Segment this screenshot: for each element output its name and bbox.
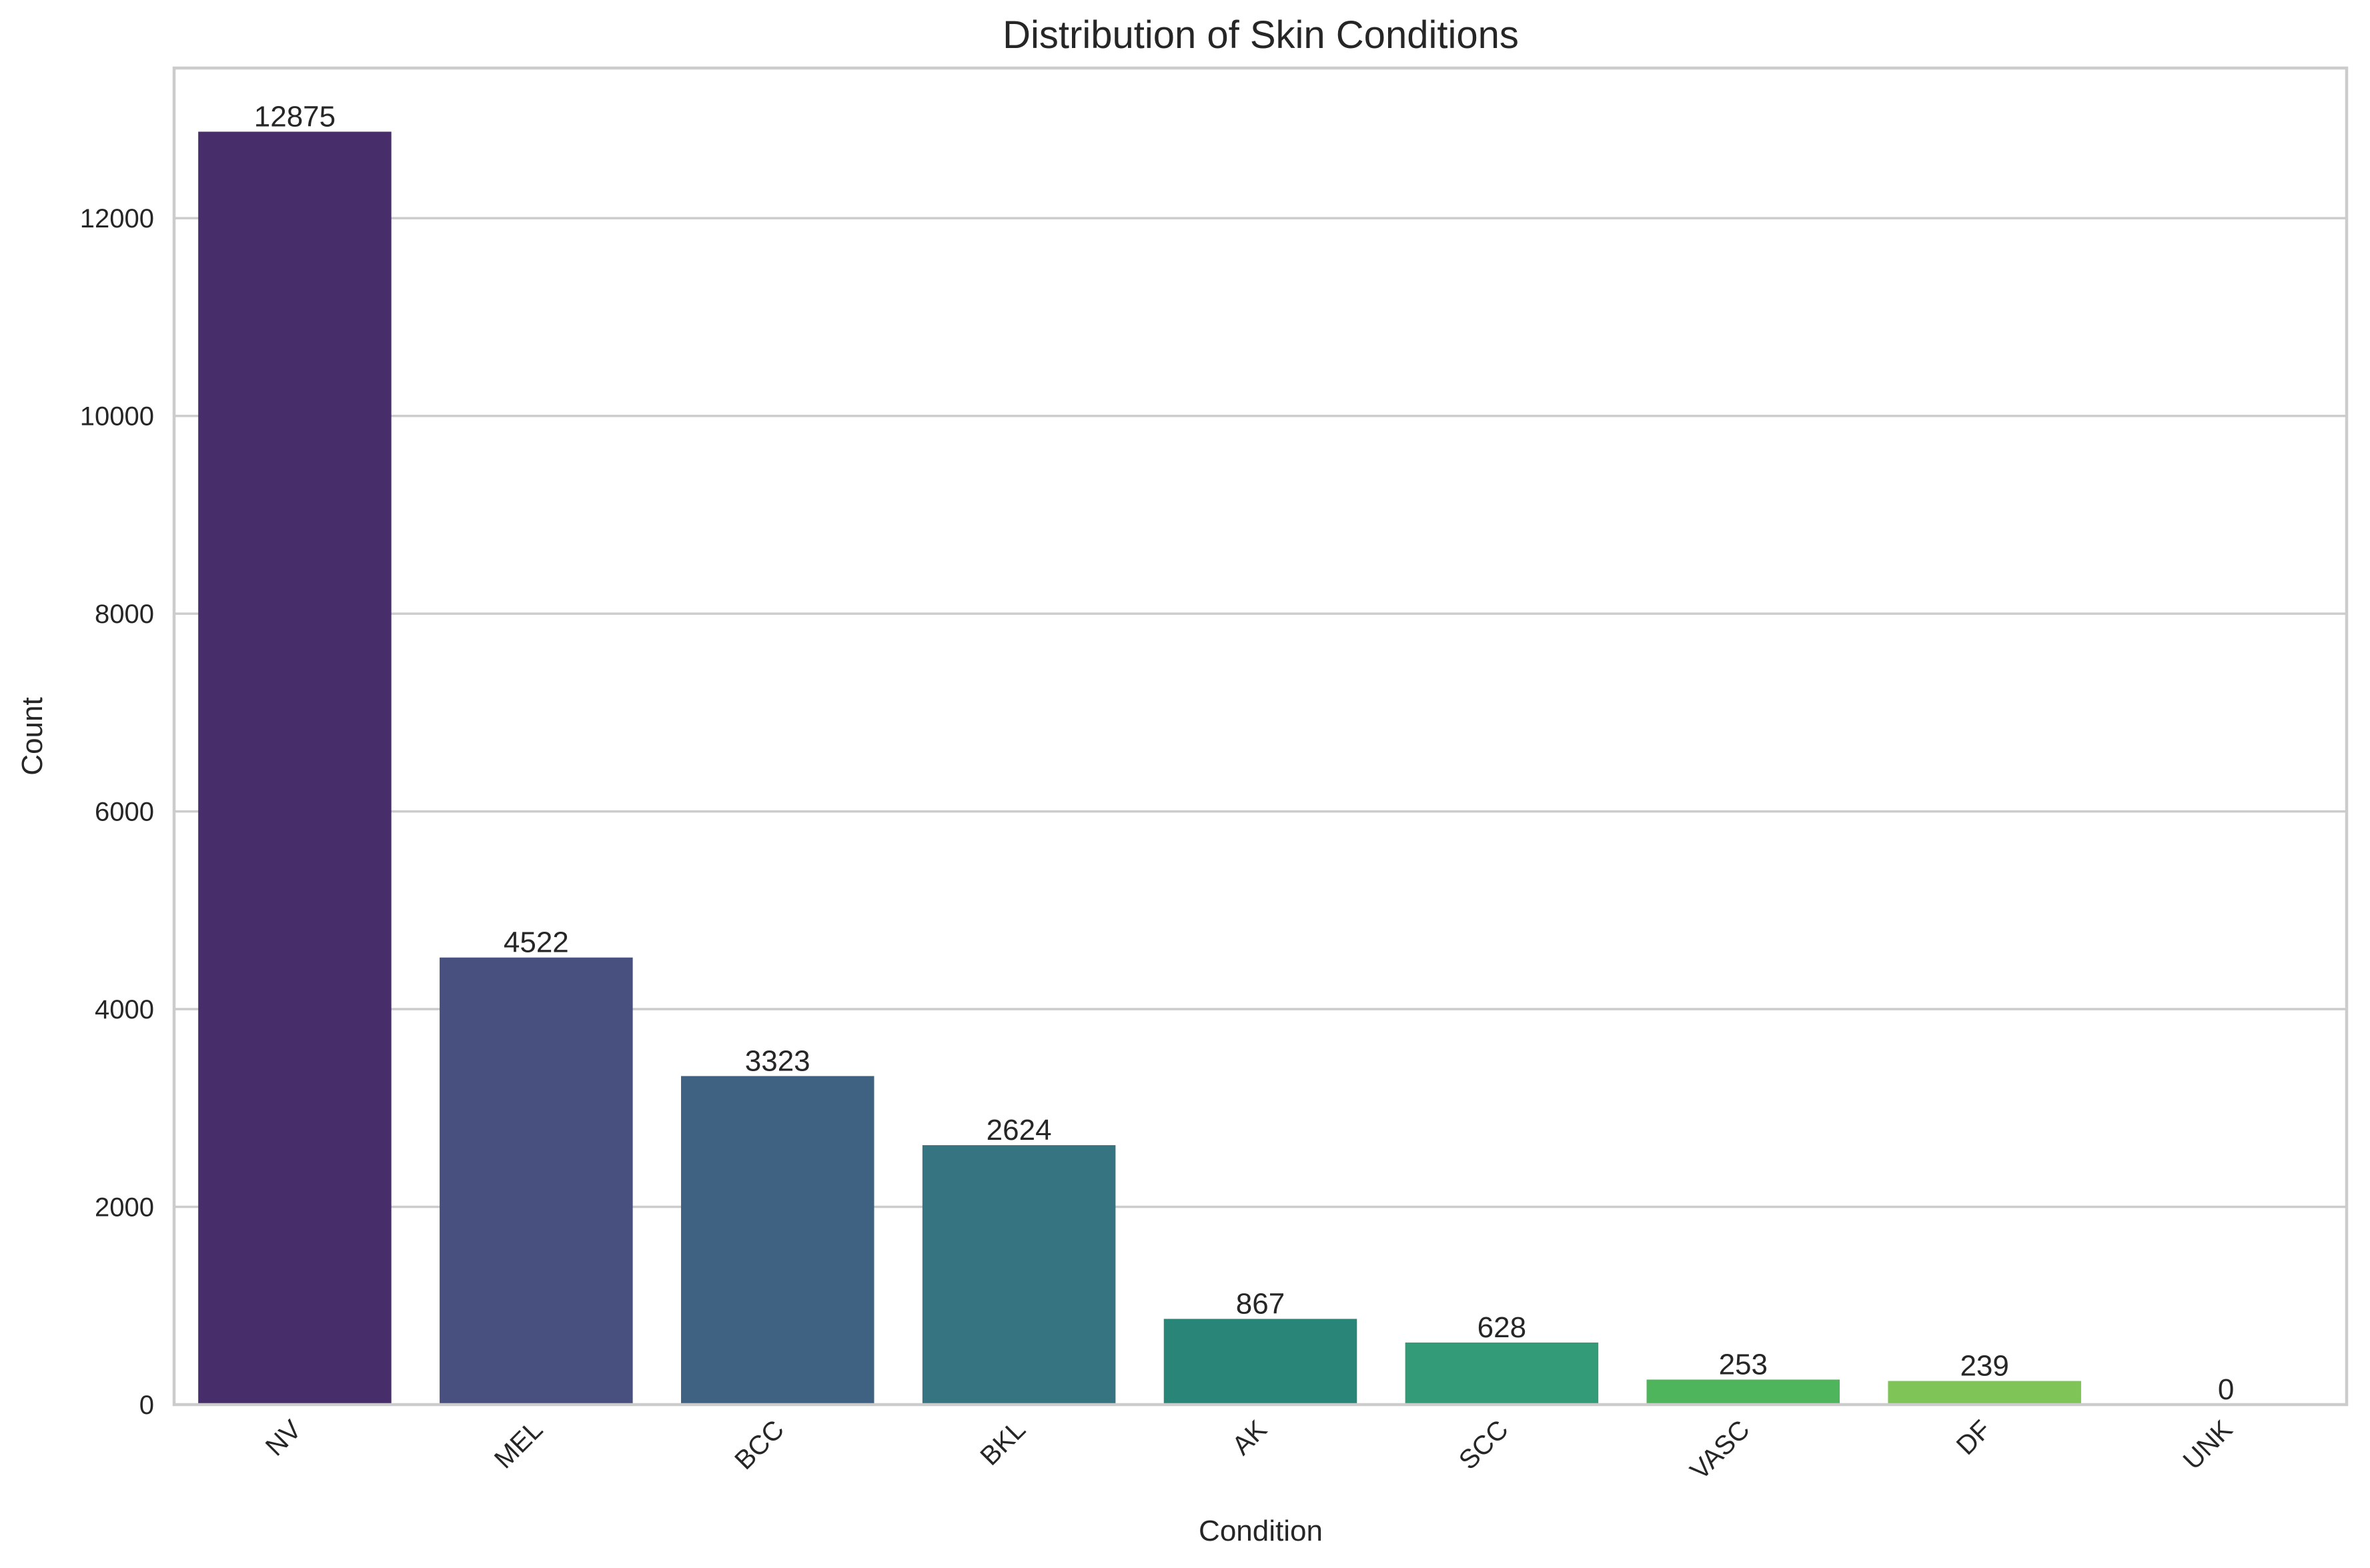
bar <box>1405 1342 1599 1405</box>
x-tick-labels: NV MEL BCC BKL AK SCC VASC DF UNK <box>260 1415 2239 1485</box>
plot-frame <box>172 66 2349 1407</box>
bar-value-label: 239 <box>1960 1350 2008 1383</box>
y-tick-label: 12000 <box>80 204 154 233</box>
y-tick-label: 8000 <box>95 600 154 629</box>
x-tick-label: BKL <box>975 1415 1031 1471</box>
bar-value-label: 628 <box>1477 1311 1526 1344</box>
chart-title: Distribution of Skin Conditions <box>1003 13 1519 57</box>
y-tick-labels: 0 2000 4000 6000 8000 10000 12000 <box>80 204 154 1420</box>
bar-value-label: 3323 <box>745 1044 810 1077</box>
bar-value-labels: 12875 4522 3323 2624 867 628 253 239 0 <box>254 100 2235 1406</box>
y-axis-label: Count <box>16 697 49 775</box>
bar <box>680 1076 874 1405</box>
bar <box>1163 1319 1357 1405</box>
x-tick-label: AK <box>1227 1415 1273 1461</box>
y-tick-label: 0 <box>139 1391 154 1420</box>
y-tick-label: 6000 <box>95 798 154 827</box>
x-tick-label: VASC <box>1685 1415 1756 1485</box>
x-tick-label: NV <box>260 1415 308 1462</box>
bar <box>1888 1381 2081 1405</box>
x-tick-label: DF <box>1951 1415 1997 1461</box>
y-tick-label: 4000 <box>95 995 154 1024</box>
bar <box>922 1145 1116 1405</box>
y-tick-label: 10000 <box>80 402 154 432</box>
bar <box>1646 1379 1840 1405</box>
bar-value-label: 12875 <box>254 100 336 133</box>
x-axis-label: Condition <box>1199 1515 1323 1547</box>
bar-value-label: 2624 <box>987 1114 1052 1146</box>
x-tick-label: BCC <box>729 1415 790 1475</box>
y-tick-label: 2000 <box>95 1193 154 1223</box>
bar-value-label: 867 <box>1236 1287 1285 1320</box>
x-tick-label: MEL <box>489 1415 548 1474</box>
bars <box>198 131 2081 1405</box>
bar-value-label: 4522 <box>504 926 569 959</box>
x-tick-label: UNK <box>2178 1415 2239 1475</box>
x-tick-label: SCC <box>1453 1415 1514 1475</box>
bar-value-label: 253 <box>1719 1348 1768 1381</box>
bar-value-label: 0 <box>2218 1373 2234 1406</box>
bar <box>440 957 633 1405</box>
bar <box>198 131 392 1405</box>
